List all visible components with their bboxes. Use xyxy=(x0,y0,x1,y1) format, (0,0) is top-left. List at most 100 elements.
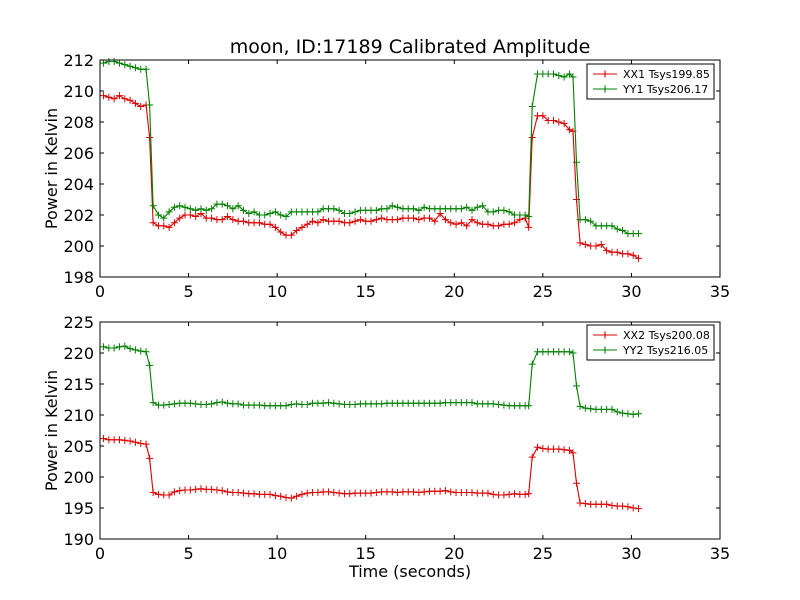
data-point xyxy=(271,223,279,231)
data-point xyxy=(176,202,184,210)
data-point xyxy=(581,404,589,412)
data-point xyxy=(505,490,513,498)
data-point xyxy=(239,206,247,214)
data-point xyxy=(165,223,173,231)
x-tick-label: 10 xyxy=(267,544,287,563)
y-tick-label: 220 xyxy=(63,344,94,363)
data-point xyxy=(160,401,168,409)
data-point xyxy=(613,225,621,233)
data-point xyxy=(142,440,150,448)
legend-frame xyxy=(586,63,715,100)
data-point xyxy=(415,489,423,496)
data-point xyxy=(303,220,311,228)
data-point xyxy=(555,118,563,126)
data-point xyxy=(146,454,154,462)
data-point xyxy=(165,208,173,216)
data-point xyxy=(192,400,200,408)
x-tick-label: 20 xyxy=(444,282,464,301)
data-point xyxy=(121,61,129,69)
y-tick-label: 208 xyxy=(63,113,94,132)
data-point xyxy=(330,399,338,407)
data-point xyxy=(202,206,210,214)
data-point xyxy=(635,410,643,418)
data-point xyxy=(314,208,322,216)
data-point xyxy=(186,486,194,494)
data-point xyxy=(635,230,643,238)
data-point xyxy=(346,209,354,217)
data-point xyxy=(186,205,194,213)
data-point xyxy=(441,216,449,224)
data-point xyxy=(351,208,359,216)
legend-label: YY2 Tsys216.05 xyxy=(622,344,708,357)
data-point xyxy=(197,205,205,213)
data-point xyxy=(330,205,338,213)
data-point xyxy=(255,401,263,409)
data-point xyxy=(218,487,226,495)
data-point xyxy=(298,223,306,231)
data-point xyxy=(581,240,589,248)
x-tick-label: 25 xyxy=(533,544,553,563)
data-point xyxy=(351,400,359,408)
data-point xyxy=(110,344,118,352)
data-point xyxy=(629,251,637,259)
data-point xyxy=(420,203,428,211)
data-point xyxy=(436,399,444,407)
data-point xyxy=(372,216,380,224)
data-point xyxy=(142,65,150,73)
legend-swatch xyxy=(593,346,617,354)
data-point xyxy=(330,489,338,496)
legend-label: XX2 Tsys200.08 xyxy=(623,329,710,342)
data-point xyxy=(176,487,184,495)
legend-frame xyxy=(586,324,715,361)
legend-swatch xyxy=(593,331,617,339)
data-point xyxy=(410,205,418,213)
data-point xyxy=(137,440,145,448)
data-point xyxy=(271,492,279,500)
data-point xyxy=(277,211,285,219)
data-point xyxy=(528,453,536,461)
data-point xyxy=(335,489,343,497)
data-point xyxy=(489,208,497,216)
data-point xyxy=(346,490,354,498)
data-point xyxy=(250,208,258,216)
y-tick-label: 195 xyxy=(63,499,94,518)
data-point xyxy=(573,382,581,390)
data-point xyxy=(388,488,396,496)
x-tick-label: 15 xyxy=(356,544,376,563)
data-point xyxy=(565,348,573,356)
bottom-y-axis-label: Power in Kelvin xyxy=(42,370,61,491)
data-point xyxy=(565,126,573,134)
data-point xyxy=(489,490,497,498)
data-point xyxy=(192,213,200,221)
data-point xyxy=(576,239,584,247)
data-point xyxy=(576,402,584,410)
data-point xyxy=(378,400,386,408)
y-tick-label: 198 xyxy=(63,268,94,287)
data-point xyxy=(539,112,547,120)
data-point xyxy=(528,103,536,110)
data-point xyxy=(436,487,444,495)
data-point xyxy=(208,214,216,222)
data-point xyxy=(573,158,581,166)
data-point xyxy=(165,400,173,408)
data-point xyxy=(495,222,503,230)
data-point xyxy=(624,503,632,511)
data-point xyxy=(224,488,232,496)
data-point xyxy=(218,200,226,208)
data-point xyxy=(457,205,465,213)
data-point xyxy=(149,219,157,227)
data-point xyxy=(154,490,162,498)
data-point xyxy=(224,213,232,221)
data-point xyxy=(224,399,232,407)
data-point xyxy=(126,437,134,445)
legend-swatch xyxy=(593,85,617,93)
data-point xyxy=(372,489,380,496)
data-point xyxy=(468,399,476,407)
data-point xyxy=(131,438,139,446)
data-point xyxy=(388,202,396,210)
data-point xyxy=(160,222,168,230)
bottom-legend: XX2 Tsys200.08 YY2 Tsys216.05 xyxy=(586,324,715,361)
data-point xyxy=(202,400,210,408)
data-point xyxy=(229,216,237,224)
